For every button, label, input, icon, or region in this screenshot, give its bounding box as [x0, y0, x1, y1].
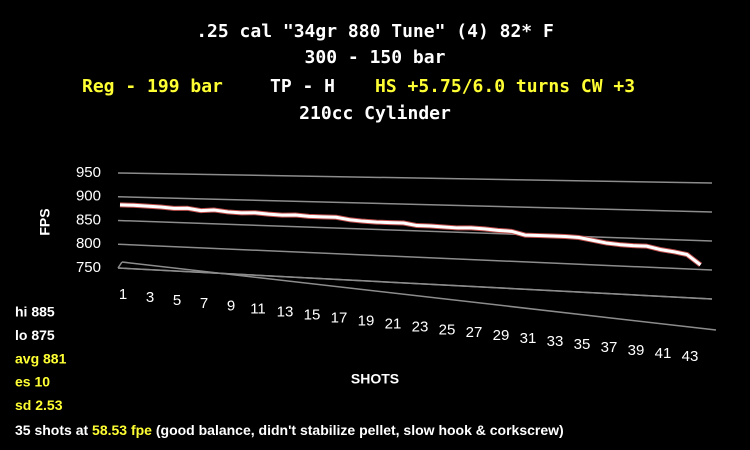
setup-text: TP - H: [270, 76, 335, 97]
setup-text: Reg - 199 bar: [82, 76, 223, 97]
x-tick-label: 41: [655, 345, 672, 362]
grid-line: [117, 172, 713, 184]
note-part: (good balance, didn't stabilize pellet, …: [152, 422, 564, 438]
x-tick-label: 9: [227, 298, 235, 315]
y-tick-label: 800: [76, 235, 101, 252]
x-tick-label: 33: [547, 333, 564, 350]
x-tick-label: 25: [439, 321, 456, 338]
data-line: [119, 203, 702, 267]
x-tick-label: 23: [412, 318, 429, 335]
y-tick-label: 750: [76, 259, 101, 276]
note-part: 35 shots at: [15, 422, 92, 438]
setup-text: HS +5.75/6.0 turns CW +3: [375, 76, 635, 97]
x-tick-label: 15: [304, 307, 321, 324]
stat-text: avg 881: [15, 350, 67, 366]
x-tick-label: 35: [574, 336, 591, 353]
note-part: 58.53 fpe: [92, 422, 152, 438]
x-tick-label: 43: [682, 348, 699, 365]
grid-line: [117, 219, 713, 242]
stat-text: sd 2.53: [15, 397, 63, 413]
grid-line: [117, 243, 713, 271]
x-tick-label: 1: [119, 286, 127, 303]
chart-subtitle: 300 - 150 bar: [305, 47, 446, 68]
x-tick-label: 17: [331, 310, 348, 327]
note-text: 35 shots at 58.53 fpe (good balance, did…: [15, 422, 564, 438]
x-tick-label: 37: [601, 339, 618, 356]
x-tick-label: 29: [493, 327, 510, 344]
y-tick-label: 900: [76, 188, 101, 205]
stat-text: lo 875: [15, 327, 55, 343]
x-tick-label: 21: [385, 315, 402, 332]
stat-text: hi 885: [15, 304, 55, 320]
y-tick-label: 850: [76, 211, 101, 228]
grid-line: [117, 196, 713, 213]
x-tick-label: 27: [466, 324, 483, 341]
floor-edge: [121, 261, 717, 331]
stat-text: es 10: [15, 374, 50, 390]
x-tick-label: 39: [628, 342, 645, 359]
x-tick-label: 13: [277, 304, 294, 321]
x-axis-title: SHOTS: [351, 371, 399, 387]
y-tick-label: 950: [76, 164, 101, 181]
x-tick-label: 5: [173, 292, 181, 309]
x-tick-label: 11: [250, 301, 266, 318]
data-line-shadow: [119, 202, 703, 267]
y-axis-title: FPS: [37, 208, 53, 235]
floor-edge: [117, 261, 123, 269]
x-tick-label: 19: [358, 312, 375, 329]
x-tick-label: 31: [520, 330, 537, 347]
x-tick-label: 7: [200, 295, 208, 312]
chart-title: .25 cal "34gr 880 Tune" (4) 82* F: [196, 21, 554, 42]
x-tick-label: 3: [146, 289, 154, 306]
cylinder-label: 210cc Cylinder: [299, 103, 451, 124]
